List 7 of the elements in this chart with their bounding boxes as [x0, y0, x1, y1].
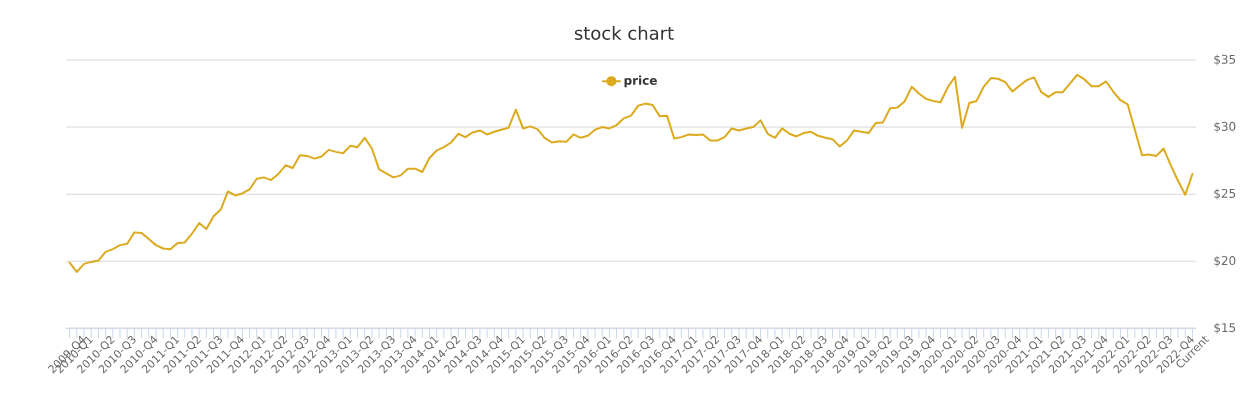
chart-title: stock chart [574, 26, 674, 40]
y-tick-label: $15 [1214, 322, 1236, 334]
y-tick-label: $30 [1214, 121, 1236, 133]
y-tick-label: $35 [1214, 54, 1236, 66]
legend-label: price [624, 75, 657, 88]
y-tick-label: $25 [1214, 188, 1236, 200]
y-tick-label: $20 [1214, 255, 1236, 267]
